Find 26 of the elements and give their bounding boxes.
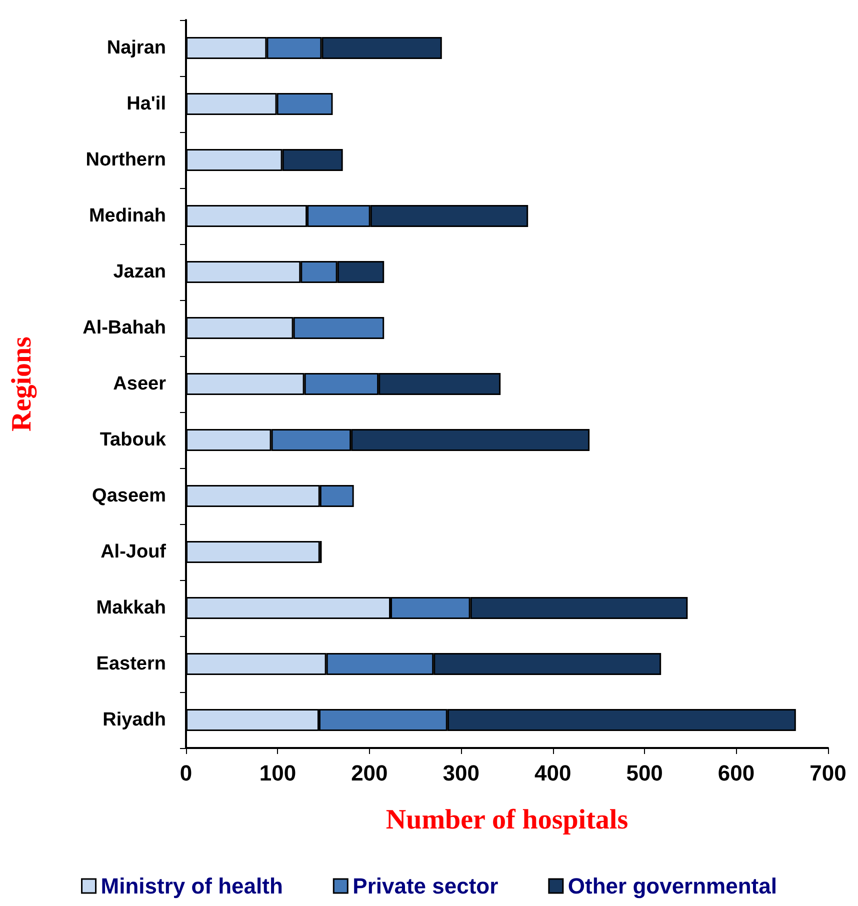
x-tick-label: 0: [180, 760, 192, 786]
x-tick-label: 400: [534, 760, 572, 786]
y-tick-label: Al-Bahah: [82, 318, 166, 338]
y-tick-label: Najran: [106, 38, 166, 58]
y-tick-label: Ha'il: [126, 94, 166, 114]
x-tick-label: 700: [810, 760, 846, 786]
y-tick-label: Qaseem: [92, 486, 166, 506]
x-tick-label: 600: [718, 760, 755, 786]
y-tick-label: Aseer: [113, 374, 167, 394]
y-tick-label: Eastern: [96, 654, 166, 674]
x-axis-title: Number of hospitals: [386, 804, 628, 836]
y-tick-label: Northern: [86, 150, 166, 170]
legend-label: Private sector: [352, 874, 499, 898]
y-axis-title: Regions: [6, 336, 38, 432]
y-tick-label: Riyadh: [102, 710, 166, 730]
y-tick-label: Al-Jouf: [100, 542, 167, 562]
legend-label: Ministry of health: [100, 874, 283, 898]
y-tick-label: Jazan: [113, 262, 166, 282]
legend-label: Other governmental: [568, 874, 777, 898]
y-tick-label: Tabouk: [100, 430, 166, 450]
x-tick-label: 100: [259, 760, 296, 786]
y-tick-label: Makkah: [96, 598, 166, 618]
x-tick-label: 300: [442, 760, 480, 786]
y-tick-label: Medinah: [88, 206, 166, 226]
x-tick-label: 500: [626, 760, 663, 786]
x-tick-label: 200: [351, 760, 388, 786]
